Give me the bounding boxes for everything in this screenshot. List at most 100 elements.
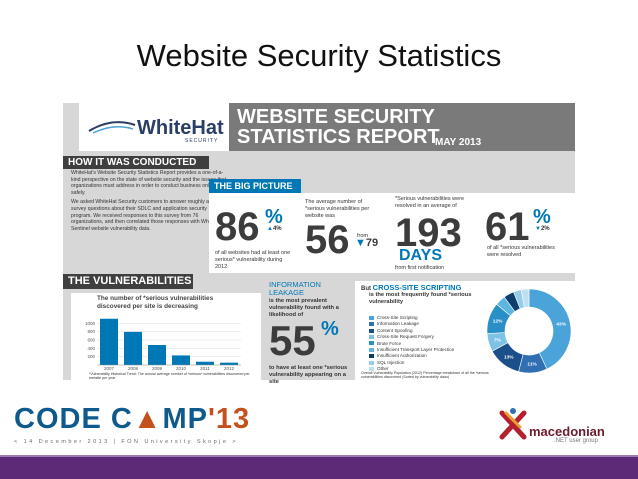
donut-slice (520, 288, 530, 308)
legend-item: Insufficient Authorization (369, 353, 427, 358)
legend-swatch (369, 328, 374, 333)
legend-label: Cross-Site Request Forgery (377, 334, 434, 340)
logo-name: WhiteHat (137, 117, 224, 139)
bar (220, 362, 238, 365)
stat4-caption: of all *serious vulnerabilities were res… (487, 245, 555, 258)
legend-label: Content Spoofing (377, 327, 413, 333)
footer-stripe (0, 455, 638, 457)
banner-title-line1: WEBSITE SECURITY (237, 106, 435, 128)
footer-bar (0, 457, 638, 479)
xss-text: is the most frequently found *serious vu… (369, 292, 472, 305)
info-leakage-panel: INFORMATION LEAKAGE is the most prevalen… (261, 280, 351, 386)
codecamp-logo: CODE C▲MP'13 (14, 403, 250, 436)
x-tick-label: 2008 (128, 366, 139, 371)
swoosh-icon (88, 121, 136, 134)
legend-item: SQL Injection (369, 360, 404, 365)
xss-footnote: Overall Vulnerability Population (2012) … (361, 371, 489, 379)
slice-label: 7% (494, 338, 502, 344)
legend-label: Insufficient Authorization (377, 353, 427, 359)
y-tick-label: 400 (87, 346, 95, 351)
conducted-heading: HOW IT WAS CONDUCTED (63, 156, 209, 169)
bar (172, 355, 190, 365)
stat4-change-value: 2% (540, 226, 550, 232)
stat2-from: ▼79 (355, 238, 378, 249)
stat2-intro: The average number of *serious vulnerabi… (305, 199, 370, 219)
y-tick-label: 1000 (85, 321, 96, 326)
infographic: WhiteHat SECURITY WEBSITE SECURITY STATI… (63, 103, 575, 386)
legend-item: Insufficient Transport Layer Protection (369, 347, 454, 352)
x-tick-label: 2007 (104, 366, 115, 371)
stat1-value: 86 (215, 205, 260, 249)
stat4-unit: % (533, 206, 551, 228)
xss-title: CROSS-SITE SCRIPTING (372, 283, 462, 292)
conducted-para2: We asked WhiteHat Security customers to … (71, 199, 225, 232)
y-tick-label: 800 (87, 329, 95, 334)
vulnerabilities-heading: THE VULNERABILITIES (63, 274, 193, 289)
legend-swatch (369, 315, 374, 320)
legend-item: Brute Force (369, 341, 401, 346)
xss-legend: Cross-Site Scripting Information Leakage C… (369, 315, 489, 375)
legend-item: Cross-Site Request Forgery (369, 334, 434, 339)
legend-swatch (369, 354, 374, 359)
group-name: macedonian (529, 424, 605, 439)
legend-item: Cross-Site Scripting (369, 315, 418, 320)
conducted-para1: WhiteHat's Website Security Statistics R… (71, 170, 227, 196)
legend-swatch (369, 334, 374, 339)
legend-swatch (369, 341, 374, 346)
legend-swatch (369, 347, 374, 352)
big-picture-panel: 86 % ▲4% of all websites had at least on… (209, 193, 575, 273)
legend-label: Cross-Site Scripting (377, 315, 418, 320)
info-leakage-title2: LEAKAGE (269, 288, 305, 297)
big-picture-heading: THE BIG PICTURE (209, 179, 301, 193)
stat3-value: 193 (395, 211, 462, 255)
slice-label: 11% (527, 361, 537, 367)
legend-item: Other (369, 366, 389, 371)
xss-panel: But CROSS-SITE SCRIPTING is the most fre… (355, 281, 575, 380)
legend-swatch (369, 322, 374, 327)
codecamp-name-part2: MP (162, 403, 208, 435)
legend-item: Information Leakage (369, 321, 419, 326)
stat1-change: ▲4% (267, 226, 282, 233)
legend-item: Content Spoofing (369, 328, 413, 333)
legend-label: Insufficient Transport Layer Protection (377, 347, 455, 352)
legend-swatch (369, 366, 374, 371)
info-leakage-unit: % (321, 318, 339, 340)
info-leakage-text: is the most prevalent vulnerability foun… (269, 298, 339, 318)
whitehat-logo: WhiteHat SECURITY (79, 103, 229, 151)
report-banner: WEBSITE SECURITY STATISTICS REPORT MAY 2… (229, 103, 575, 151)
bar (196, 361, 214, 365)
info-leakage-caption: to have at least one *serious vulnerabil… (269, 365, 348, 385)
vulnerabilities-footnote: *Vulnerability Historical Trend: The ann… (89, 372, 250, 380)
legend-label: SQL Injection (377, 359, 405, 365)
slide-title: Website Security Statistics (136, 38, 502, 73)
bar (148, 345, 166, 365)
xss-prefix: But (361, 286, 371, 292)
stat3-intro: *Serious vulnerabilities were resolved i… (395, 196, 465, 209)
arrow-down-icon: ▼ (535, 226, 541, 232)
legend-label: Brute Force (377, 340, 401, 346)
x-tick-label: 2012 (224, 366, 235, 371)
y-tick-label: 200 (87, 354, 95, 359)
slice-label: 43% (556, 321, 566, 327)
macedonian-logo-icon (499, 408, 527, 440)
stat3-unit: DAYS (399, 247, 442, 264)
donut-slice (528, 288, 572, 370)
logo-tagline: SECURITY (185, 138, 219, 144)
stat2-value: 56 (305, 218, 350, 262)
y-tick-label: 600 (87, 338, 95, 343)
x-tick-label: 2011 (200, 366, 210, 371)
stat4-change: ▼2% (535, 226, 550, 233)
xss-heading: But CROSS-SITE SCRIPTING (361, 284, 461, 293)
event-details: < 14 December 2013 | FON University Skop… (14, 439, 238, 445)
legend-label: Other (377, 366, 389, 372)
slice-label: 12% (493, 318, 503, 324)
stat2-from-label: from (357, 233, 368, 239)
vulnerabilities-bar-chart: 1000 800 600 400 200 2007 2008 2009 2010 2011 2012 (85, 318, 241, 371)
bar (124, 331, 142, 365)
banner-date: MAY 2013 (435, 137, 482, 148)
info-leakage-title1: INFORMATION (269, 280, 321, 289)
x-tick-label: 2010 (176, 366, 187, 371)
legend-swatch (369, 360, 374, 365)
arrow-up-icon: ▲ (267, 226, 273, 232)
slice-label: 13% (504, 355, 514, 361)
